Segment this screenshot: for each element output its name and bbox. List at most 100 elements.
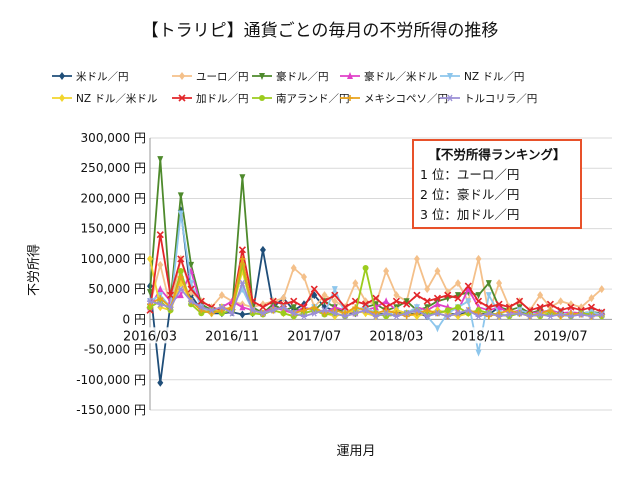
- data-point: [59, 94, 65, 102]
- x-axis-label: 運用月: [336, 444, 375, 459]
- data-point: [311, 309, 318, 317]
- data-point: [383, 309, 390, 317]
- data-point: [516, 309, 523, 317]
- data-point: [331, 309, 338, 317]
- x-tick-label: 2019/07: [534, 329, 588, 344]
- data-point: [413, 254, 420, 263]
- data-point: [403, 309, 410, 317]
- data-point: [239, 310, 246, 319]
- data-point: [383, 266, 390, 275]
- data-point: [208, 306, 215, 314]
- data-point: [301, 312, 307, 320]
- data-point: [516, 297, 524, 305]
- data-point: [455, 309, 461, 317]
- series-トルコリラ／円: [147, 279, 605, 320]
- data-point: [496, 279, 503, 288]
- data-point: [444, 307, 451, 314]
- data-point: [537, 291, 544, 300]
- data-point: [331, 291, 339, 299]
- data-point: [147, 304, 153, 311]
- data-point: [249, 306, 256, 314]
- data-point: [177, 274, 184, 281]
- legend-label: トルコリラ／円: [464, 93, 537, 105]
- y-tick-label: 100,000 円: [81, 252, 146, 266]
- x-tick-label: 2016/03: [123, 329, 177, 344]
- data-point: [424, 285, 431, 294]
- data-point: [311, 304, 318, 311]
- data-point: [238, 246, 246, 254]
- data-point: [587, 303, 596, 311]
- x-tick-bg: [530, 327, 591, 344]
- x-tick-bg: [366, 327, 427, 344]
- data-point: [475, 307, 482, 314]
- legend-label: 豪ドル／円: [276, 70, 329, 83]
- data-point: [269, 297, 277, 305]
- data-point: [177, 291, 184, 299]
- x-tick-bg: [448, 327, 509, 344]
- data-point: [413, 306, 420, 314]
- data-point: [270, 306, 277, 314]
- legend-entry: ユーロ／円: [172, 71, 249, 83]
- data-point: [167, 303, 174, 311]
- ranking-item-1: 1 位：ユーロ／円: [420, 167, 520, 182]
- data-point: [178, 94, 186, 102]
- data-point: [177, 192, 184, 200]
- data-point: [331, 297, 338, 306]
- data-point: [259, 73, 265, 80]
- x-tick-bg: [202, 327, 263, 344]
- data-point: [403, 298, 410, 306]
- data-point: [424, 312, 431, 320]
- data-point: [259, 245, 266, 254]
- data-point: [464, 282, 472, 290]
- data-point: [290, 297, 298, 305]
- data-point: [198, 303, 205, 311]
- x-tick-label: 2016/11: [205, 329, 259, 344]
- series-米ドル／円: [147, 206, 605, 387]
- data-point: [495, 300, 503, 308]
- data-point: [218, 310, 225, 317]
- ranking-item-3: 3 位：加ドル／円: [420, 207, 520, 222]
- data-point: [434, 325, 441, 333]
- data-point: [279, 300, 288, 308]
- x-tick-label: 2017/07: [287, 329, 341, 344]
- y-tick-label: 300,000 円: [81, 131, 146, 145]
- data-point: [59, 72, 65, 80]
- grid: [150, 137, 612, 411]
- data-point: [301, 273, 307, 282]
- legend-label: 豪ドル／米ドル: [364, 70, 438, 83]
- data-point: [526, 312, 533, 320]
- data-point: [239, 174, 246, 182]
- data-point: [280, 303, 287, 311]
- data-point: [424, 307, 431, 314]
- legend-label: ユーロ／円: [196, 71, 249, 83]
- data-point: [547, 312, 554, 320]
- data-point: [280, 294, 287, 303]
- data-point: [157, 300, 164, 308]
- data-point: [331, 286, 338, 294]
- data-point: [485, 280, 492, 288]
- data-point: [393, 291, 400, 300]
- data-point: [475, 312, 482, 320]
- legend-label: NZ ドル／米ドル: [76, 92, 157, 105]
- y-tick-label: 200,000 円: [81, 191, 146, 205]
- data-point: [557, 297, 564, 306]
- data-point: [547, 307, 554, 314]
- data-point: [239, 303, 246, 311]
- data-point: [147, 297, 153, 305]
- data-point: [578, 311, 585, 318]
- data-point: [218, 303, 225, 311]
- data-point: [147, 289, 153, 297]
- data-point: [382, 303, 390, 311]
- legend-entry: NZ ドル／米ドル: [52, 92, 157, 105]
- data-point: [342, 312, 349, 320]
- data-point: [496, 303, 503, 311]
- data-point: [485, 292, 492, 300]
- x-axis: 2016/03 2016/11 2017/07 2018/03 2018/11 2019/…: [120, 327, 591, 344]
- data-point: [454, 294, 462, 302]
- data-point: [179, 72, 185, 80]
- x-tick-bg: [284, 327, 345, 344]
- data-point: [157, 285, 164, 293]
- data-point: [157, 295, 164, 302]
- legend-entry: 豪ドル／米ドル: [340, 70, 438, 83]
- data-point: [444, 291, 452, 299]
